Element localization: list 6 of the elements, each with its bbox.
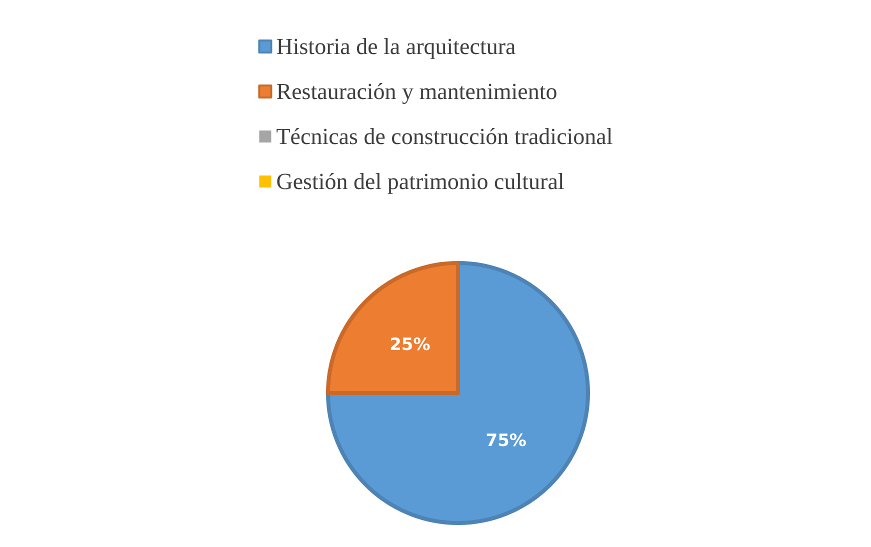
legend-label: Restauración y mantenimiento	[276, 79, 558, 104]
legend-label: Técnicas de construcción tradicional	[276, 124, 613, 149]
data-label: 75%	[486, 431, 526, 452]
legend-label: Gestión del patrimonio cultural	[276, 169, 564, 194]
legend-label: Historia de la arquitectura	[276, 34, 516, 59]
data-label: 25%	[390, 334, 430, 355]
